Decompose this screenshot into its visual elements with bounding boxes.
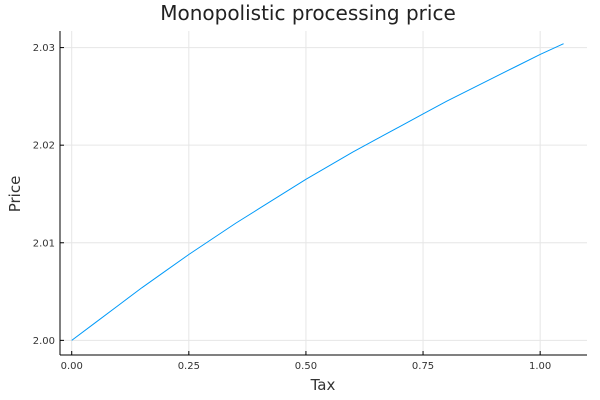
y-tick-label: 2.02 bbox=[33, 141, 55, 152]
x-axis-title: Tax bbox=[310, 376, 336, 394]
y-tick-label: 2.03 bbox=[33, 43, 55, 54]
y-axis-title: Price bbox=[6, 176, 24, 213]
y-ticks: 2.00 2.01 2.02 2.03 bbox=[33, 43, 64, 347]
x-ticks: 0.00 0.25 0.50 0.75 1.00 bbox=[61, 351, 551, 372]
x-tick-label: 0.75 bbox=[412, 361, 434, 372]
grid bbox=[60, 31, 587, 355]
axes bbox=[59, 31, 587, 356]
x-tick-label: 1.00 bbox=[529, 361, 551, 372]
series-layer bbox=[71, 43, 564, 341]
chart-title: Monopolistic processing price bbox=[160, 1, 456, 25]
x-tick-label: 0.25 bbox=[178, 361, 200, 372]
y-tick-label: 2.00 bbox=[33, 336, 55, 347]
series-line bbox=[71, 43, 564, 341]
x-tick-label: 0.00 bbox=[61, 361, 83, 372]
x-tick-label: 0.50 bbox=[295, 361, 317, 372]
y-tick-label: 2.01 bbox=[33, 238, 55, 249]
